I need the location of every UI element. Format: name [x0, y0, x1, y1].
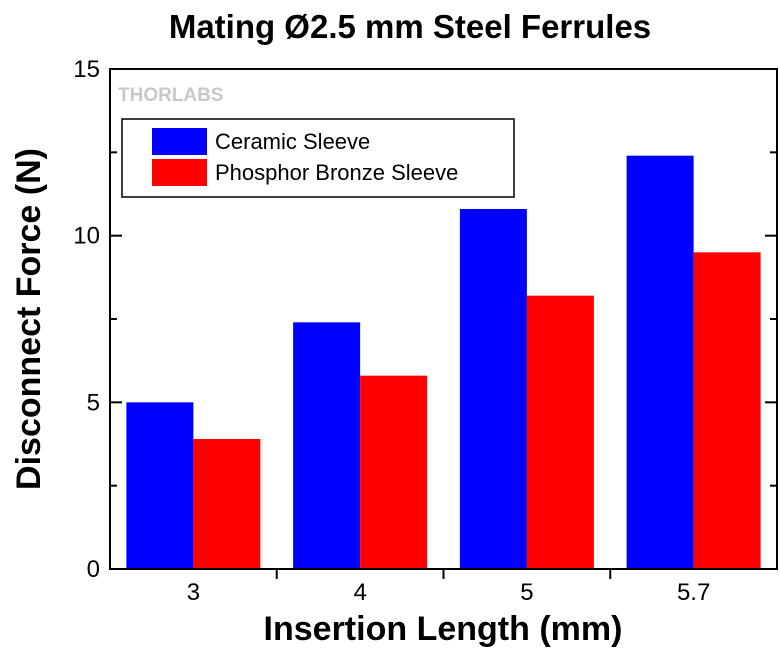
legend-swatch-ceramic: [152, 128, 207, 155]
y-ticks: 0 5 10 15: [73, 56, 777, 583]
y-tick-label: 10: [73, 223, 100, 250]
bars-layer: [126, 155, 761, 570]
bar-phosphor-bronze-5-7: [693, 252, 761, 570]
x-axis-title: Insertion Length (mm): [264, 610, 623, 648]
legend-label-ceramic: Ceramic Sleeve: [215, 129, 370, 154]
legend-label-phosphor-bronze: Phosphor Bronze Sleeve: [215, 160, 458, 185]
legend-swatch-phosphor-bronze: [152, 159, 207, 186]
y-axis-title: Disconnect Force (N): [10, 148, 48, 490]
bar-ceramic-3: [126, 402, 194, 569]
chart-title: Mating Ø2.5 mm Steel Ferrules: [169, 8, 651, 45]
bar-ceramic-5-7: [626, 155, 694, 569]
x-tick-label: 4: [353, 579, 366, 606]
x-tick-label: 3: [187, 579, 200, 606]
watermark-logo: THORLABS: [118, 85, 224, 106]
bar-ceramic-4: [293, 322, 361, 569]
y-tick-label: 0: [87, 556, 100, 583]
y-tick-label: 5: [87, 389, 100, 416]
bar-ceramic-5: [459, 209, 527, 569]
bar-phosphor-bronze-3: [193, 439, 261, 569]
y-tick-label: 15: [73, 56, 100, 83]
x-tick-label: 5.7: [677, 579, 710, 606]
x-tick-label: 5: [520, 579, 533, 606]
bar-phosphor-bronze-5: [526, 295, 594, 569]
legend: Ceramic Sleeve Phosphor Bronze Sleeve: [121, 118, 515, 198]
x-ticks: 3 4 5 5.7: [187, 569, 710, 606]
bar-phosphor-bronze-4: [360, 375, 428, 569]
